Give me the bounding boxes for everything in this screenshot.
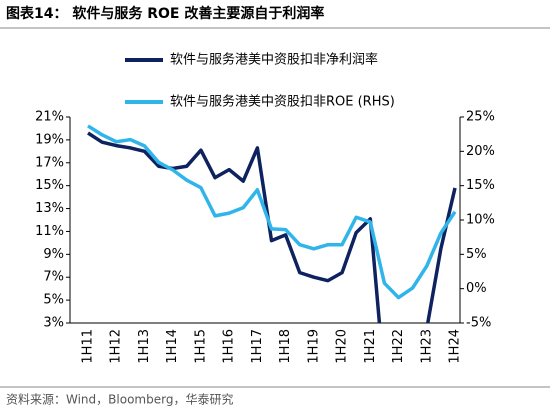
y-tick-label: 3% xyxy=(43,316,64,331)
y2-tick-label: 10% xyxy=(466,213,495,228)
series-line xyxy=(87,131,457,323)
x-tick-label: 1H17 xyxy=(250,329,265,364)
x-tick-label: 1H22 xyxy=(391,329,406,364)
chart-title: 图表14： 软件与服务 ROE 改善主要源自于利润率 xyxy=(6,5,324,22)
y-tick-label: 15% xyxy=(35,178,64,193)
x-tick-label: 1H13 xyxy=(137,329,152,364)
x-tick-label: 1H12 xyxy=(109,329,124,364)
y-tick-label: 7% xyxy=(43,270,64,285)
y-tick-label: 11% xyxy=(35,224,64,239)
y-tick-label: 13% xyxy=(35,201,64,216)
x-tick-label: 1H11 xyxy=(81,329,96,364)
x-tick-label: 1H23 xyxy=(419,329,434,364)
legend-label: 软件与服务港美中资股扣非净利润率 xyxy=(170,52,378,68)
y2-tick-label: 0% xyxy=(466,281,487,296)
x-tick-label: 1H15 xyxy=(193,329,208,364)
y2-tick-label: 15% xyxy=(466,178,495,193)
y2-tick-label: -5% xyxy=(466,316,491,331)
y-tick-label: 9% xyxy=(43,247,64,262)
y-tick-label: 19% xyxy=(35,132,64,147)
x-tick-label: 1H21 xyxy=(363,329,378,364)
x-tick-label: 1H20 xyxy=(335,329,350,364)
x-tick-label: 1H14 xyxy=(165,329,180,364)
x-tick-label: 1H16 xyxy=(222,329,237,364)
x-tick-label: 1H19 xyxy=(306,329,321,364)
y-tick-label: 17% xyxy=(35,155,64,170)
y-tick-label: 21% xyxy=(35,110,64,125)
y2-tick-label: 5% xyxy=(466,247,487,262)
y2-tick-label: 25% xyxy=(466,110,495,125)
source-note: 资料来源：Wind，Bloomberg，华泰研究 xyxy=(6,392,233,407)
series-line xyxy=(87,124,457,300)
x-tick-label: 1H24 xyxy=(448,329,463,364)
legend-label: 软件与服务港美中资股扣非ROE (RHS) xyxy=(170,94,395,110)
y2-tick-label: 20% xyxy=(466,144,495,159)
x-tick-label: 1H18 xyxy=(278,329,293,364)
y-tick-label: 5% xyxy=(43,293,64,308)
